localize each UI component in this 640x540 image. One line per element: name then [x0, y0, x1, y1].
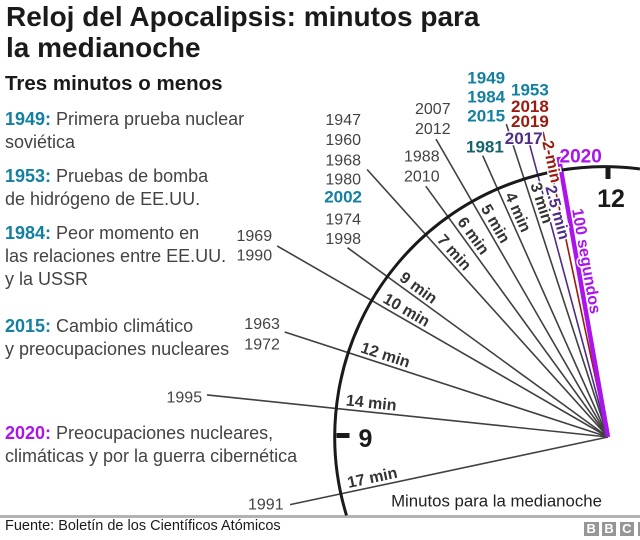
- svg-text:1990: 1990: [237, 248, 273, 265]
- svg-text:1960: 1960: [325, 132, 361, 149]
- svg-text:100 segundos: 100 segundos: [568, 207, 603, 315]
- svg-text:1963: 1963: [244, 316, 280, 333]
- svg-text:1974: 1974: [325, 212, 361, 229]
- svg-text:2017: 2017: [505, 129, 543, 148]
- svg-text:9: 9: [359, 425, 373, 453]
- svg-text:1991: 1991: [248, 497, 284, 514]
- svg-text:2007: 2007: [415, 101, 451, 118]
- svg-text:1968: 1968: [325, 153, 361, 170]
- svg-text:1949: 1949: [467, 69, 505, 88]
- svg-text:2020: 2020: [560, 147, 602, 168]
- svg-text:1988: 1988: [404, 148, 440, 165]
- svg-text:2018: 2018: [511, 97, 549, 116]
- svg-text:1984: 1984: [467, 88, 505, 107]
- svg-text:1953: 1953: [511, 80, 549, 99]
- svg-text:14 min: 14 min: [345, 392, 397, 414]
- svg-text:1998: 1998: [325, 231, 361, 248]
- svg-text:1980: 1980: [325, 172, 361, 189]
- svg-text:2015: 2015: [467, 106, 505, 125]
- svg-text:1981: 1981: [466, 138, 504, 157]
- svg-text:2012: 2012: [415, 121, 451, 138]
- svg-text:Minutos para la medianoche: Minutos para la medianoche: [391, 492, 602, 511]
- svg-text:2010: 2010: [404, 169, 440, 186]
- svg-text:1995: 1995: [167, 390, 203, 407]
- svg-text:2002: 2002: [324, 187, 362, 206]
- svg-text:2019: 2019: [511, 112, 549, 131]
- svg-text:12: 12: [597, 185, 625, 213]
- svg-text:1947: 1947: [325, 112, 361, 129]
- svg-text:1972: 1972: [244, 337, 280, 354]
- svg-text:12 min: 12 min: [358, 340, 411, 372]
- svg-text:1969: 1969: [237, 228, 273, 245]
